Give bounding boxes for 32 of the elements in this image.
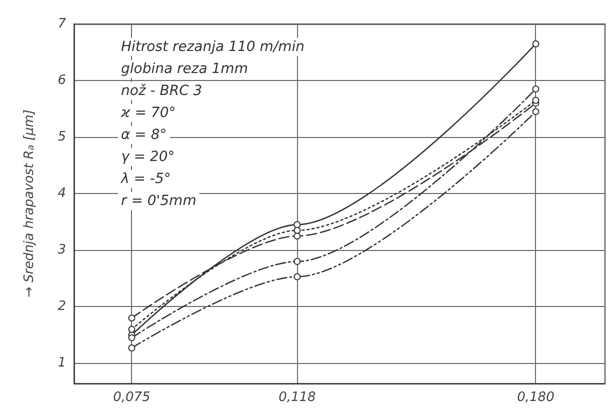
point: [532, 96, 540, 104]
point: [294, 258, 301, 265]
annotation: α = 8°: [121, 127, 167, 143]
point: [294, 226, 301, 234]
annotation: Hitrost rezanja 110 m/min: [121, 39, 304, 55]
point: [294, 232, 301, 240]
y-axis-title: → Srednja hrapavost Ra [µm]: [22, 109, 37, 298]
annotation: globina reza 1mm: [121, 61, 248, 77]
y-tick-label: 6: [58, 73, 66, 88]
point: [128, 314, 136, 322]
point: [128, 326, 136, 333]
annotation: r = 0'5mm: [121, 193, 196, 209]
x-tick-label: 0,180: [517, 390, 554, 405]
annotation: γ = 20°: [121, 149, 175, 165]
point: [294, 221, 301, 228]
point: [532, 86, 540, 93]
y-tick-label: 3: [58, 242, 66, 258]
y-tick-label: 2: [58, 299, 66, 314]
point: [128, 344, 136, 352]
x-tick-label: 0,075: [113, 390, 150, 405]
annotation: nož - BRC 3: [121, 83, 202, 99]
point: [294, 273, 301, 280]
point: [532, 108, 540, 116]
annotation: ϰ = 70°: [120, 105, 176, 121]
y-tick-label: 5: [58, 130, 66, 145]
y-tick-label: 7: [58, 16, 67, 32]
y-tick-label: 1: [58, 356, 66, 371]
point: [128, 334, 136, 342]
annotation: λ = -5°: [120, 171, 171, 187]
y-tick-label: 4: [58, 186, 66, 202]
x-tick-label: 0,118: [278, 390, 316, 405]
point: [532, 40, 540, 48]
